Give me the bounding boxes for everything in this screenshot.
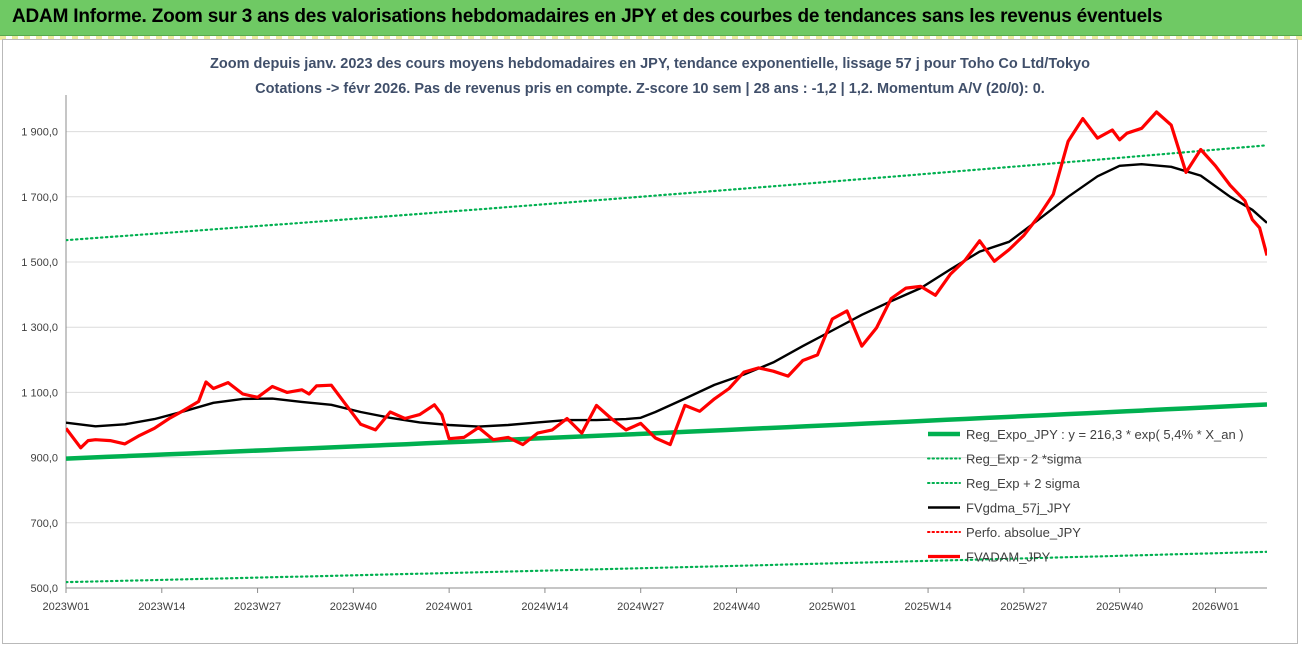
legend: Reg_Expo_JPY : y = 216,3 * exp( 5,4% * X… — [927, 427, 1244, 565]
x-tick-label: 2023W40 — [330, 601, 377, 613]
x-tick-label: 2025W14 — [905, 601, 952, 613]
x-tick-label: 2024W01 — [426, 601, 473, 613]
x-tick-label: 2025W01 — [809, 601, 856, 613]
series-line-fvgdma-57j-jpy — [66, 162, 1267, 428]
report-title: ADAM Informe. Zoom sur 3 ans des valoris… — [12, 6, 1163, 27]
legend-label: Reg_Exp + 2 sigma — [966, 476, 1081, 491]
chart-title-line1: Zoom depuis janv. 2023 des cours moyens … — [210, 56, 1090, 72]
y-tick-label: 1 700,0 — [21, 192, 58, 204]
series-line-reg-exp-2-sigma — [66, 144, 1267, 242]
x-tick-label: 2025W27 — [1000, 601, 1047, 613]
series-lines — [66, 110, 1267, 584]
series-line-reg-exp-2-sigma — [66, 550, 1267, 584]
report-banner: ADAM Informe. Zoom sur 3 ans des valoris… — [0, 0, 1302, 36]
x-tick-label: 2023W27 — [234, 601, 281, 613]
legend-label: Reg_Expo_JPY : y = 216,3 * exp( 5,4% * X… — [966, 427, 1244, 442]
y-tick-label: 900,0 — [30, 453, 58, 465]
y-tick-label: 500,0 — [30, 583, 58, 595]
x-tick-label: 2026W01 — [1192, 601, 1239, 613]
x-tick-label: 2024W40 — [713, 601, 760, 613]
y-tick-label: 700,0 — [30, 518, 58, 530]
legend-label: FVgdma_57j_JPY — [966, 501, 1071, 516]
legend-label: Perfo. absolue_JPY — [966, 525, 1081, 540]
chart-frame — [2, 39, 1298, 644]
y-tick-label: 1 900,0 — [21, 127, 58, 139]
x-tick-label: 2024W27 — [617, 601, 664, 613]
y-tick-label: 1 500,0 — [21, 257, 58, 269]
banner-divider — [0, 36, 1302, 40]
x-tick-label: 2024W14 — [521, 601, 568, 613]
x-tick-label: 2023W01 — [42, 601, 89, 613]
series-line-reg-expo-jpy — [66, 402, 1267, 461]
gridlines — [66, 131, 1267, 589]
y-tick-label: 1 300,0 — [21, 322, 58, 334]
series-line-fvadam-jpy — [66, 110, 1267, 450]
legend-label: Reg_Exp - 2 *sigma — [966, 452, 1082, 467]
x-tick-label: 2025W40 — [1096, 601, 1143, 613]
axes: 500,0 700,0 900,0 1 100,0 1 300,0 1 500,0 1 70… — [21, 95, 1267, 613]
x-tick-label: 2023W14 — [138, 601, 185, 613]
chart-title-line2: Cotations -> févr 2026. Pas de revenus p… — [255, 81, 1045, 97]
y-tick-label: 1 100,0 — [21, 387, 58, 399]
legend-label: FVADAM_JPY — [966, 550, 1051, 565]
